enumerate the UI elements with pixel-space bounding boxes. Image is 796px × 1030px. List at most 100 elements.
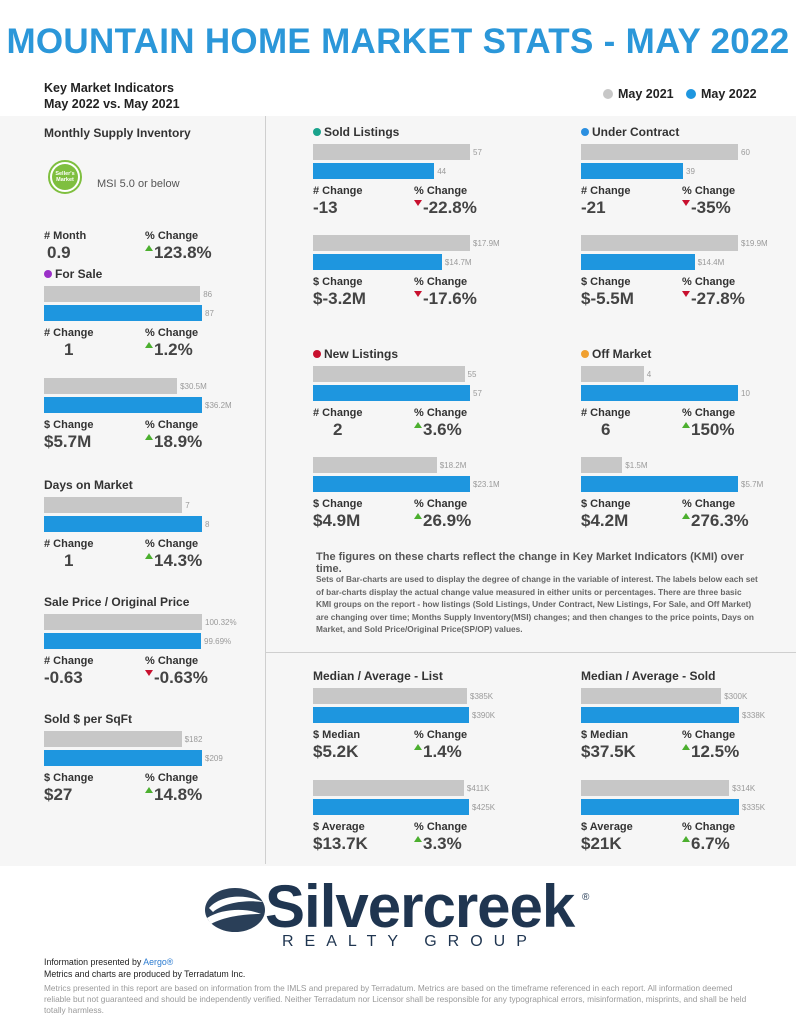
sellers-market-badge: Seller's Market <box>48 160 82 194</box>
msi-pct-label: % Change <box>145 230 199 242</box>
pct-change-text: 1.4% <box>423 742 462 761</box>
note-title: The figures on these charts reflect the … <box>316 551 744 575</box>
msi-title: Monthly Supply Inventory <box>44 126 191 140</box>
pct-change-text: 1.2% <box>154 340 193 359</box>
bar-curr <box>581 476 738 492</box>
report-subtitle: Key Market Indicators May 2022 vs. May 2… <box>44 80 180 112</box>
pct-change-label: % Change <box>145 538 199 550</box>
panel-title: Median / Average - List <box>313 669 443 683</box>
change-value: $13.7K <box>313 834 368 853</box>
panel-title: Sale Price / Original Price <box>44 595 189 609</box>
panel-title-text: Off Market <box>592 347 652 361</box>
change-label: # Change <box>44 655 94 667</box>
pct-change-text: -17.6% <box>423 289 477 308</box>
change-label: $ Change <box>44 419 94 431</box>
pct-change-text: 276.3% <box>691 511 749 530</box>
change-value: $5.2K <box>313 742 359 761</box>
change-label: $ Change <box>313 276 363 288</box>
bar-prev-label: $17.9M <box>473 239 500 248</box>
change-label: $ Change <box>581 498 631 510</box>
change-value: -21 <box>581 198 606 217</box>
change-value: $27 <box>44 785 73 804</box>
pct-change-text: 12.5% <box>691 742 740 761</box>
msi-month-value: 0.9 <box>47 243 71 262</box>
msi-month-label: # Month <box>44 230 87 242</box>
bar-prev <box>44 614 202 630</box>
triangle-up-icon <box>145 787 153 793</box>
bar-prev-label: $1.5M <box>625 461 648 470</box>
triangle-up-icon <box>145 342 153 348</box>
pct-change-text: -0.63% <box>154 668 208 687</box>
panel-title: For Sale <box>44 267 102 281</box>
bar-curr <box>44 750 202 766</box>
bar-prev <box>44 378 178 394</box>
triangle-up-icon <box>145 434 153 440</box>
pct-change-value: 276.3% <box>682 511 749 531</box>
silvercreek-logo-icon <box>205 888 265 932</box>
bar-prev-label: $385K <box>470 692 494 701</box>
bar-prev-label: 57 <box>473 148 482 157</box>
panel-title-text: Median / Average - Sold <box>581 669 716 683</box>
legend-prev-dot <box>603 89 613 99</box>
triangle-up-icon <box>414 422 422 428</box>
bar-curr-label: $338K <box>742 711 766 720</box>
panel-bullet-icon <box>313 128 321 136</box>
page-title: MOUNTAIN HOME MARKET STATS - MAY 2022 <box>6 22 790 61</box>
pct-change-label: % Change <box>145 772 199 784</box>
divider-horizontal <box>266 652 796 653</box>
change-label: # Change <box>581 185 631 197</box>
triangle-down-icon <box>145 670 153 676</box>
change-label: # Change <box>44 538 94 550</box>
bar-curr-label: $335K <box>742 803 766 812</box>
brand-name: Silvercreek <box>265 873 575 940</box>
bar-curr-label: 87 <box>205 309 214 318</box>
triangle-up-icon <box>145 245 153 251</box>
change-label: # Change <box>581 407 631 419</box>
change-value: 1 <box>64 551 74 570</box>
triangle-up-icon <box>414 513 422 519</box>
bar-curr <box>581 799 739 815</box>
change-value: $4.9M <box>313 511 361 530</box>
bar-curr <box>313 476 470 492</box>
pct-change-label: % Change <box>414 185 468 197</box>
panel-title-text: Sold $ per SqFt <box>44 712 133 726</box>
bar-prev <box>581 457 623 473</box>
legend-prev: May 2021 <box>603 87 674 101</box>
triangle-down-icon <box>682 291 690 297</box>
change-label: # Change <box>313 185 363 197</box>
bar-prev-label: $30.5M <box>180 382 207 391</box>
triangle-up-icon <box>682 422 690 428</box>
panel-bullet-icon <box>581 128 589 136</box>
pct-change-text: -22.8% <box>423 198 477 217</box>
bar-curr-label: $390K <box>472 711 496 720</box>
bar-prev <box>581 144 738 160</box>
bar-curr-label: 8 <box>205 520 210 529</box>
pct-change-text: 14.8% <box>154 785 203 804</box>
bar-curr-label: $14.4M <box>697 258 725 267</box>
bar-curr <box>581 385 738 401</box>
footer-presented: Information presented by Aergo® <box>44 957 173 967</box>
bar-prev <box>44 286 201 302</box>
pct-change-text: 150% <box>691 420 735 439</box>
footer-disclaimer: Metrics presented in this report are bas… <box>44 983 747 1015</box>
pct-change-value: -35% <box>682 198 731 218</box>
change-label: $ Change <box>313 498 363 510</box>
msi-description: MSI 5.0 or below <box>97 178 180 190</box>
pct-change-value: 3.3% <box>414 834 462 854</box>
change-label: $ Average <box>581 821 633 833</box>
bar-prev <box>44 497 183 513</box>
bar-curr <box>44 397 202 413</box>
change-label: $ Average <box>313 821 365 833</box>
bar-prev-label: 86 <box>203 290 213 299</box>
footer-presented-prefix: Information presented by <box>44 957 144 967</box>
bar-prev <box>581 366 644 382</box>
bar-prev <box>313 366 465 382</box>
aergo-link[interactable]: Aergo® <box>143 957 174 967</box>
panel-title: Median / Average - Sold <box>581 669 715 683</box>
bar-curr-label: $36.2M <box>205 401 232 410</box>
subtitle-line-1: Key Market Indicators <box>44 81 174 95</box>
bar-prev-label: $19.9M <box>741 239 768 248</box>
bar-prev <box>313 688 467 704</box>
bar-curr <box>44 305 202 321</box>
pct-change-label: % Change <box>682 729 736 741</box>
